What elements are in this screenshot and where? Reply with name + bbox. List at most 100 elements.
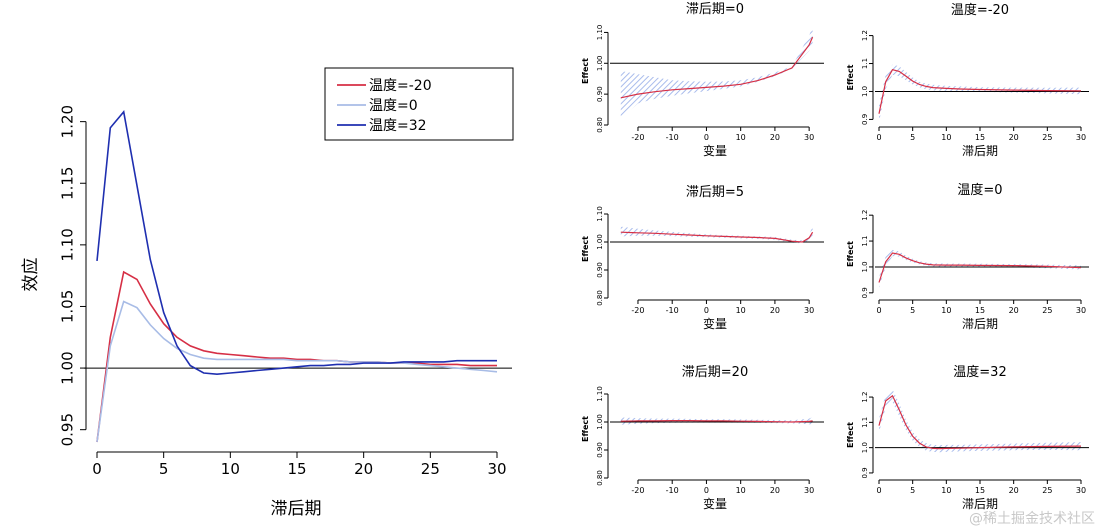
panel-x-label: 变量 [703, 143, 727, 158]
main-legend: 温度=-20 温度=0 温度=32 [324, 67, 514, 141]
main-series-line [96, 300, 498, 443]
main-x-tick-label: 0 [92, 460, 102, 478]
panel-title: 温度=-20 [951, 2, 1009, 18]
main-x-label: 滞后期 [271, 499, 322, 519]
panel-title: 温度=32 [953, 364, 1006, 380]
main-y-tick-label: 1.10 [59, 228, 77, 261]
panel-y-tick-label: 1.10 [596, 206, 604, 222]
panel-x-tick-label: 20 [770, 486, 780, 495]
panel-x-tick-label: 25 [1042, 306, 1052, 315]
panel-y-tick-label: 0.80 [596, 117, 604, 133]
legend-label: 温度=0 [369, 98, 418, 114]
panel-4: 温度=0 0.9 1.0 1.1 1.2 Effect 0 5 10 15 20 25 30 滞后期 [846, 182, 1089, 331]
panel-1: 滞后期=0 0.80 0.90 1.00 1.10 Effect -20 -10 0 10 20 30… [581, 2, 824, 158]
panel-y-tick-label: 0.90 [596, 86, 604, 102]
panel-x-tick-label: 15 [975, 306, 985, 315]
panel-x-tick-label: 5 [910, 486, 915, 495]
panel-x-tick-label: 30 [1076, 486, 1086, 495]
main-chart: 0.95 1.00 1.05 1.10 1.15 1.20 0 5 10 15 20 25 30 滞后期 效… [21, 67, 514, 519]
main-x-tick-label: 10 [221, 460, 240, 478]
panel-y-label: Effect [846, 422, 855, 448]
panel-ci-band [620, 26, 813, 119]
main-y-tick-label: 0.95 [59, 413, 77, 446]
panel-y-tick-label: 0.90 [596, 262, 604, 278]
panel-y-tick-label: 0.90 [596, 442, 604, 458]
panel-title: 滞后期=0 [686, 2, 744, 17]
panel-x-tick-label: 20 [770, 306, 780, 315]
main-x-tick-label: 25 [421, 460, 440, 478]
panel-x-label: 滞后期 [962, 497, 998, 511]
panel-ci-band [620, 226, 813, 244]
legend-label: 温度=-20 [369, 78, 432, 94]
panel-x-tick-label: 10 [941, 486, 951, 495]
panel-estimate-line [620, 420, 813, 423]
panel-x-tick-label: -10 [666, 486, 679, 495]
panel-x-tick-label: 15 [975, 486, 985, 495]
panel-title: 滞后期=5 [686, 185, 744, 200]
panel-x-tick-label: -10 [666, 133, 679, 142]
panel-y-tick-label: 1.1 [861, 417, 869, 428]
main-y-tick-label: 1.00 [59, 351, 77, 384]
panel-y-tick-label: 1.00 [596, 55, 604, 71]
panel-y-tick-label: 1.10 [596, 386, 604, 402]
panel-estimate-line [620, 231, 814, 243]
panel-6: 温度=32 0.9 1.0 1.1 1.2 Effect 0 5 10 15 20 25 30 滞后期 [846, 364, 1089, 511]
panel-y-tick-label: 1.1 [861, 58, 869, 69]
panel-3: 滞后期=5 0.80 0.90 1.00 1.10 Effect -20 -10 0 10 20 30… [581, 185, 824, 331]
main-x-tick-label: 15 [287, 460, 306, 478]
panel-x-tick-label: 0 [704, 486, 709, 495]
panel-x-tick-label: 10 [736, 486, 746, 495]
panel-y-label: Effect [846, 241, 855, 267]
panel-x-tick-label: 30 [804, 133, 814, 142]
main-y-label: 效应 [21, 258, 41, 292]
panel-x-tick-label: 10 [736, 133, 746, 142]
panel-x-tick-label: -20 [631, 133, 644, 142]
panel-estimate-line [620, 36, 814, 99]
main-y-tick-label: 1.05 [59, 290, 77, 323]
legend-label: 温度=32 [369, 118, 427, 134]
panel-y-label: Effect [846, 64, 855, 90]
panel-y-tick-label: 0.9 [861, 114, 869, 125]
panel-ci-band [879, 249, 1081, 288]
panel-x-label: 滞后期 [962, 317, 998, 331]
panel-2: 温度=-20 0.9 1.0 1.1 1.2 Effect 0 5 10 15 20 25 30 滞后期 [846, 2, 1089, 158]
panel-estimate-line [878, 69, 1082, 114]
panel-x-tick-label: 0 [704, 133, 709, 142]
panel-title: 滞后期=20 [682, 365, 748, 380]
panel-y-tick-label: 1.0 [861, 86, 869, 97]
panel-5: 滞后期=20 0.80 0.90 1.00 1.10 Effect -20 -10 0 10 20 3… [581, 365, 824, 511]
main-y-tick-label: 1.20 [59, 105, 77, 138]
panel-x-tick-label: 10 [736, 306, 746, 315]
panel-x-tick-label: 30 [804, 306, 814, 315]
panel-x-tick-label: 30 [1076, 133, 1086, 142]
panel-x-tick-label: 15 [975, 133, 985, 142]
panel-x-tick-label: 0 [704, 306, 709, 315]
panel-y-tick-label: 1.0 [861, 261, 869, 272]
panel-x-tick-label: 25 [1042, 133, 1052, 142]
panel-x-tick-label: 0 [876, 306, 881, 315]
main-x-tick-label: 30 [487, 460, 506, 478]
panel-x-tick-label: 20 [1009, 486, 1019, 495]
panel-y-tick-label: 1.0 [861, 442, 869, 453]
panel-x-tick-label: 20 [1009, 306, 1019, 315]
main-x-tick-label: 5 [159, 460, 169, 478]
panel-y-tick-label: 1.2 [861, 391, 869, 402]
panel-y-tick-label: 1.2 [861, 210, 869, 221]
panel-x-tick-label: -20 [631, 486, 644, 495]
panel-x-tick-label: 5 [910, 133, 915, 142]
panel-estimate-line [878, 394, 1082, 450]
panel-x-tick-label: 25 [1042, 486, 1052, 495]
panel-x-tick-label: -20 [631, 306, 644, 315]
panel-estimate-line [878, 252, 1082, 283]
panel-y-tick-label: 1.00 [596, 234, 604, 250]
panel-title: 温度=0 [957, 182, 1002, 198]
panel-x-label: 滞后期 [962, 144, 998, 158]
panel-x-tick-label: 10 [941, 133, 951, 142]
panel-x-tick-label: 20 [770, 133, 780, 142]
main-series-line [96, 109, 497, 376]
panel-y-label: Effect [581, 58, 590, 84]
panel-x-tick-label: 30 [804, 486, 814, 495]
panel-x-tick-label: 10 [941, 306, 951, 315]
panel-y-label: Effect [581, 416, 590, 442]
panel-ci-band [879, 389, 1081, 453]
